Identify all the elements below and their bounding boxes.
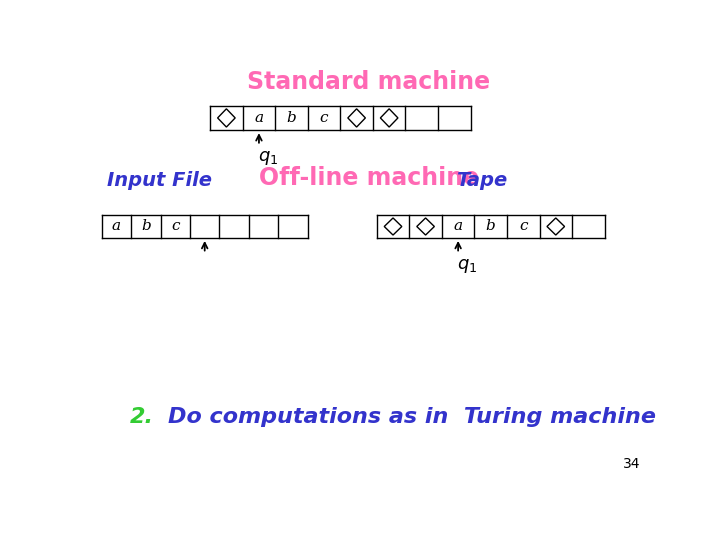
Text: Standard machine: Standard machine [248, 70, 490, 94]
Text: Do computations as in  Turing machine: Do computations as in Turing machine [168, 408, 655, 428]
Text: $q_1$: $q_1$ [457, 256, 477, 274]
Text: 34: 34 [623, 457, 640, 471]
Text: $q_1$: $q_1$ [258, 148, 279, 167]
Text: a: a [454, 219, 463, 233]
Text: 2.: 2. [130, 408, 154, 428]
Text: b: b [486, 219, 495, 233]
Text: b: b [287, 111, 297, 125]
Text: b: b [141, 219, 150, 233]
Text: Input File: Input File [107, 171, 212, 190]
Text: c: c [171, 219, 179, 233]
Text: c: c [519, 219, 528, 233]
Text: Tape: Tape [456, 171, 507, 190]
Text: a: a [112, 219, 121, 233]
Text: a: a [254, 111, 264, 125]
Text: Off-line machine: Off-line machine [259, 166, 479, 191]
Text: c: c [320, 111, 328, 125]
